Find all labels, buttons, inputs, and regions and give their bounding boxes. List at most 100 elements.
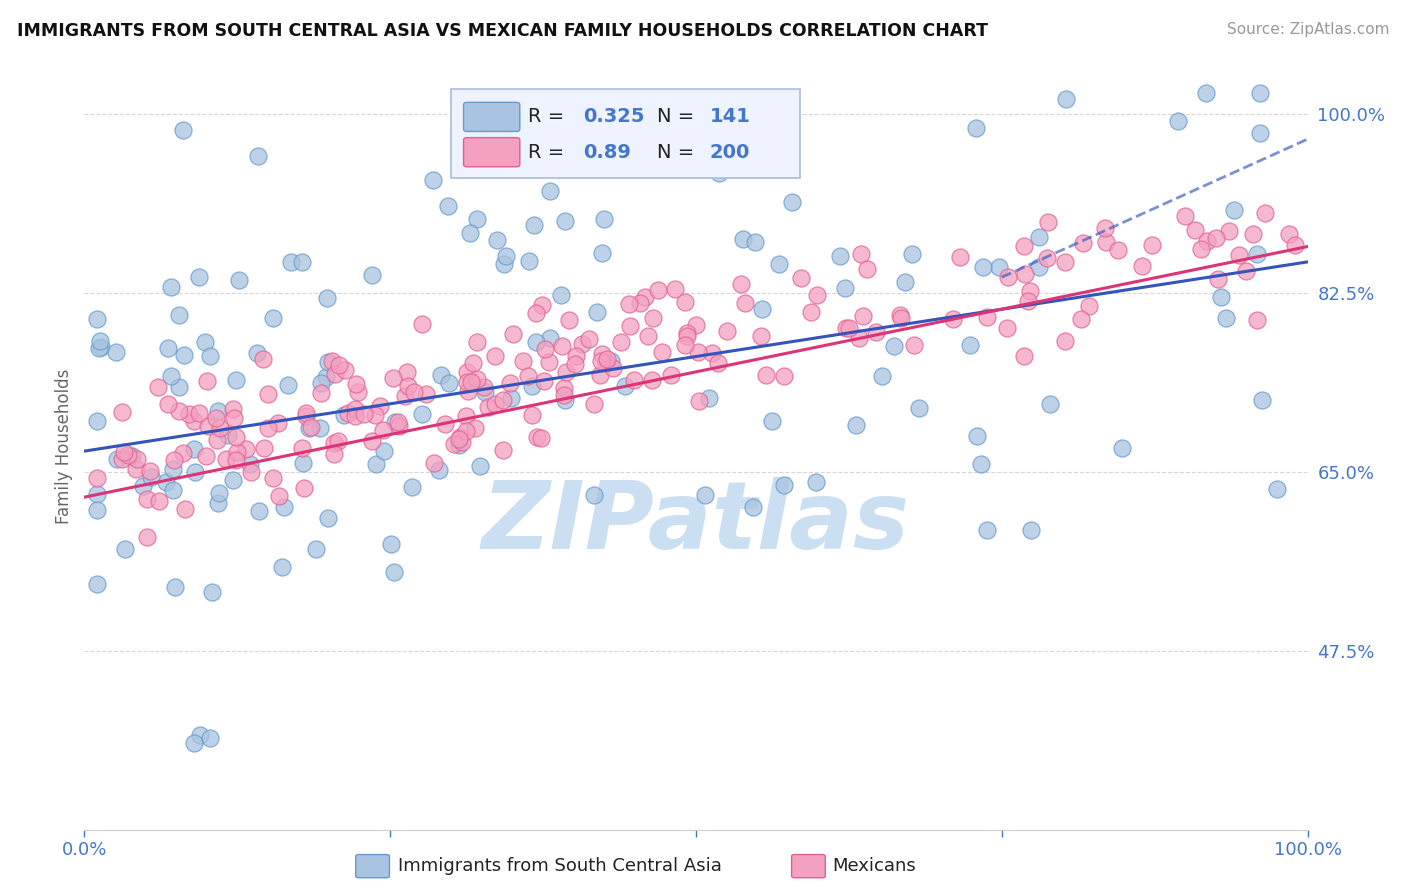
Text: N =: N = [657,143,700,161]
Point [554,365,576,379]
Point [965,120,987,135]
Point [139,470,162,484]
Point [167,308,190,322]
Point [214,451,236,466]
Point [253,441,276,455]
Point [449,438,471,452]
Point [246,346,269,360]
Point [207,433,229,447]
Point [292,481,315,495]
Point [647,284,669,298]
Point [298,421,321,435]
Point [512,354,534,368]
Point [305,541,328,556]
Point [949,250,972,264]
Point [1142,237,1164,252]
Point [676,328,699,343]
Point [987,260,1010,274]
Point [177,408,200,422]
Point [465,372,488,386]
Point [323,447,346,461]
Point [830,249,852,263]
Point [457,384,479,399]
Point [1017,293,1039,308]
Point [394,389,416,403]
Point [1234,264,1257,278]
Point [1189,242,1212,256]
Text: IMMIGRANTS FROM SOUTH CENTRAL ASIA VS MEXICAN FAMILY HOUSEHOLDS CORRELATION CHAR: IMMIGRANTS FROM SOUTH CENTRAL ASIA VS ME… [17,22,988,40]
Text: R =: R = [529,143,571,161]
Point [291,441,314,455]
Point [1077,299,1099,313]
Point [437,199,460,213]
Point [595,355,617,369]
Point [370,399,392,413]
Point [1028,260,1050,274]
Point [381,371,404,385]
Point [380,536,402,550]
Point [966,429,988,443]
Point [86,576,108,591]
Point [222,401,245,416]
Point [86,312,108,326]
Point [239,457,262,471]
Point [800,305,823,319]
FancyBboxPatch shape [464,137,520,167]
Point [163,580,186,594]
Point [623,373,645,387]
Point [592,211,614,226]
Point [637,329,659,343]
Point [167,379,190,393]
Point [1195,86,1218,100]
Point [1249,126,1271,140]
Point [751,301,773,316]
Point [997,269,1019,284]
Point [1014,268,1036,282]
Point [411,317,433,331]
Point [619,319,641,334]
Point [589,368,612,382]
Point [172,446,194,460]
Point [499,376,522,390]
Point [589,354,612,368]
Point [599,354,621,368]
Point [1218,224,1240,238]
Point [299,420,322,434]
Point [328,358,350,372]
Point [167,404,190,418]
Point [1227,248,1250,262]
Point [1095,235,1118,249]
Point [583,488,606,502]
Point [673,295,696,310]
Point [188,269,211,284]
Point [427,463,450,477]
Text: Source: ZipAtlas.com: Source: ZipAtlas.com [1226,22,1389,37]
Point [395,364,418,378]
Point [371,423,394,437]
Text: 0.89: 0.89 [583,143,631,161]
Point [195,449,218,463]
Point [456,376,478,390]
Text: ZIPatlas: ZIPatlas [482,476,910,569]
Point [225,453,247,467]
Point [520,378,543,392]
Point [995,321,1018,335]
Point [173,348,195,362]
Point [1215,310,1237,325]
Point [188,728,211,742]
Point [332,408,354,422]
Point [1174,209,1197,223]
Point [1209,290,1232,304]
FancyBboxPatch shape [464,103,520,131]
Point [617,297,640,311]
Point [1284,238,1306,252]
Point [491,393,513,408]
Point [456,365,478,379]
Point [558,313,581,327]
Point [125,452,148,467]
Point [195,374,218,388]
Point [477,401,499,415]
Point [685,318,707,333]
Point [104,345,127,359]
Point [742,500,765,514]
